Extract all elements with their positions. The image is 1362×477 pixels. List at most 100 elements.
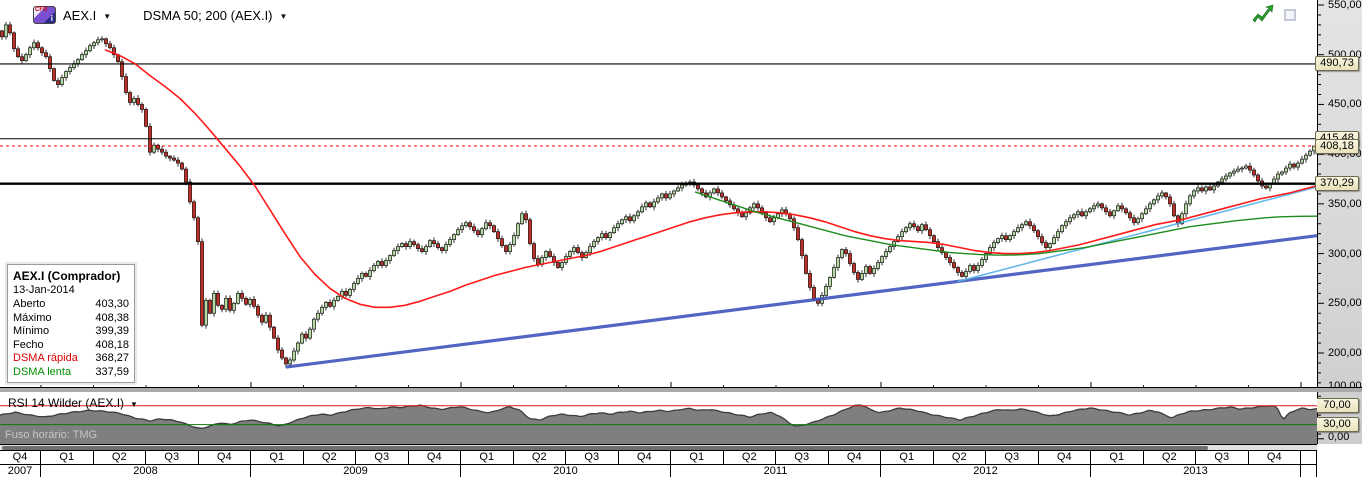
candlestick [408, 241, 412, 247]
candlestick [60, 77, 64, 85]
candlestick [308, 328, 312, 339]
candlestick [964, 271, 968, 277]
candlestick [188, 181, 192, 203]
candlestick [1168, 196, 1172, 205]
candlestick [740, 212, 744, 218]
candlestick [644, 202, 648, 208]
quarter-cell: Q2 [933, 451, 986, 465]
candlestick [1092, 205, 1096, 210]
candlestick [700, 188, 704, 194]
candlestick [1112, 210, 1116, 217]
quarter-cell: Q1 [671, 451, 724, 465]
candlestick [1244, 165, 1248, 169]
candlestick [980, 259, 984, 266]
indicator-selector[interactable]: DSMA 50; 200 (AEX.I) [143, 7, 273, 23]
candlestick [4, 24, 8, 38]
quarter-cell: Q1 [41, 451, 94, 465]
tooltip-row: Mínimo 399,39 [13, 325, 129, 339]
price-axis-label: 350,00 [1328, 197, 1362, 210]
rsi-70-badge: 70,00 [1315, 398, 1359, 413]
candlestick [300, 333, 304, 344]
candlestick [348, 289, 352, 296]
candlestick [172, 157, 176, 161]
candlestick [808, 273, 812, 288]
rsi-line [0, 404, 1317, 429]
candlestick [264, 314, 268, 323]
instrument-selector[interactable]: AEX.I [63, 7, 97, 23]
candlestick [1016, 227, 1020, 233]
candlestick [8, 24, 12, 34]
candlestick [696, 184, 700, 190]
candlestick [1200, 187, 1204, 192]
quarter-cell: Q3 [566, 451, 619, 465]
candlestick [1236, 168, 1240, 172]
candlestick [896, 236, 900, 242]
instrument-caret-icon[interactable]: ▼ [103, 11, 112, 21]
candlestick [1296, 162, 1300, 168]
rsi-caret-icon[interactable]: ▼ [130, 399, 138, 409]
candlestick [488, 222, 492, 227]
quarter-cell: Q4 [198, 451, 251, 465]
candlestick [892, 241, 896, 247]
candlestick [1124, 208, 1128, 214]
year-cell: 2009 [251, 465, 461, 477]
panel-divider[interactable] [0, 387, 1362, 392]
candlestick [136, 98, 140, 105]
dsma-slow-line [694, 191, 1317, 256]
candlestick [404, 243, 408, 247]
candlestick [1196, 187, 1200, 192]
candlestick [1072, 214, 1076, 219]
candlestick [1120, 205, 1124, 210]
price-axis[interactable]: 550,00 500,00 450,00 400,00 350,00 300,00 250,… [1315, 0, 1362, 444]
candlestick [500, 238, 504, 246]
candlestick [1064, 221, 1068, 227]
candlestick [364, 273, 368, 277]
candlestick [1136, 218, 1140, 224]
candlestick [252, 298, 256, 307]
candlestick [836, 257, 840, 268]
candlestick [988, 247, 992, 254]
candlestick [292, 350, 296, 361]
candlestick [1108, 211, 1112, 217]
candlestick [992, 242, 996, 248]
candlestick [260, 314, 264, 323]
tooltip-row-value: 408,38 [95, 311, 129, 324]
price-axis-label: 200,00 [1328, 347, 1362, 359]
green-trend-arrow-icon[interactable] [1252, 4, 1274, 24]
restore-window-icon[interactable] [1284, 9, 1296, 21]
candlestick [760, 207, 764, 214]
candlestick [376, 261, 380, 266]
candlestick [164, 151, 168, 157]
candlestick [948, 257, 952, 263]
candlestick [592, 241, 596, 247]
candlestick [768, 217, 772, 223]
candlestick [1040, 236, 1044, 243]
candlestick [416, 244, 420, 249]
candlestick [216, 292, 220, 306]
candlestick [848, 253, 852, 264]
cfd-icon-text: CFD [35, 7, 48, 13]
candlestick [236, 292, 240, 304]
candlestick [380, 261, 384, 266]
candlestick [620, 219, 624, 225]
candlestick [456, 229, 460, 236]
tooltip-row: DSMA rápida 368,27 [13, 352, 129, 366]
time-scrollbar[interactable] [0, 444, 1317, 450]
candlestick [356, 278, 360, 284]
quarter-cell: Q2 [303, 451, 356, 465]
candlestick [1240, 167, 1244, 170]
candlestick [588, 246, 592, 253]
scrollbar-thumb[interactable] [2, 446, 1208, 450]
main-price-chart[interactable] [0, 0, 1317, 388]
candlestick [1212, 185, 1216, 191]
rsi-indicator-panel[interactable] [0, 392, 1317, 444]
indicator-caret-icon[interactable]: ▼ [279, 11, 288, 21]
candlestick [180, 162, 184, 170]
candlestick [548, 251, 552, 257]
timezone-watermark: Fuso horário: TMG [5, 429, 98, 441]
rsi-indicator-selector[interactable]: RSI 14 Wilder (AEX.I) ▼ [8, 396, 138, 410]
candlestick [504, 245, 508, 252]
quarter-cell: Q4 [828, 451, 881, 465]
year-cell: 2010 [461, 465, 671, 477]
candlestick [1164, 192, 1168, 198]
